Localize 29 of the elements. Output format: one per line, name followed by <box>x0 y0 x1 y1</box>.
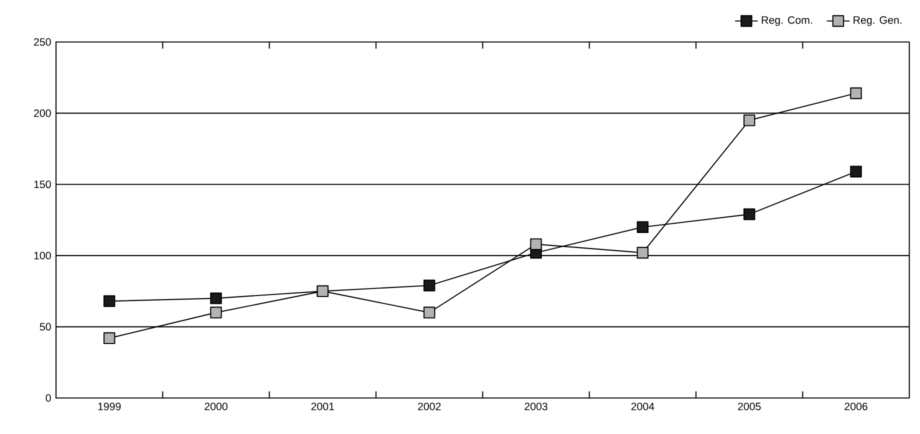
point <box>423 306 436 318</box>
point <box>743 114 756 126</box>
x-tick-label: 2003 <box>524 402 548 410</box>
point <box>423 280 436 292</box>
point <box>743 208 756 220</box>
point <box>210 306 222 318</box>
point <box>210 292 222 304</box>
point <box>103 332 116 344</box>
point <box>103 295 116 308</box>
x-tick-label: 2005 <box>738 402 761 410</box>
x-tick-label: 2000 <box>204 402 228 410</box>
point <box>636 246 649 259</box>
y-tick-label: 50 <box>40 323 51 331</box>
x-tick-label: 2001 <box>311 402 334 410</box>
point <box>850 87 862 100</box>
point <box>850 166 862 178</box>
y-tick-label: 250 <box>34 38 51 46</box>
point <box>636 221 649 233</box>
y-tick-label: 150 <box>34 180 51 188</box>
y-tick-label: 0 <box>46 394 51 402</box>
x-tick-label: 2006 <box>844 402 868 410</box>
x-tick-label: 1999 <box>98 402 121 410</box>
legend-label: Reg. Com. <box>762 16 812 26</box>
point <box>530 238 542 250</box>
x-tick-label: 2004 <box>631 402 654 410</box>
y-tick-label: 200 <box>34 109 51 117</box>
legend-label: Reg. Gen. <box>854 16 902 26</box>
y-tick-label: 100 <box>34 252 51 260</box>
x-tick-label: 2002 <box>418 402 441 410</box>
